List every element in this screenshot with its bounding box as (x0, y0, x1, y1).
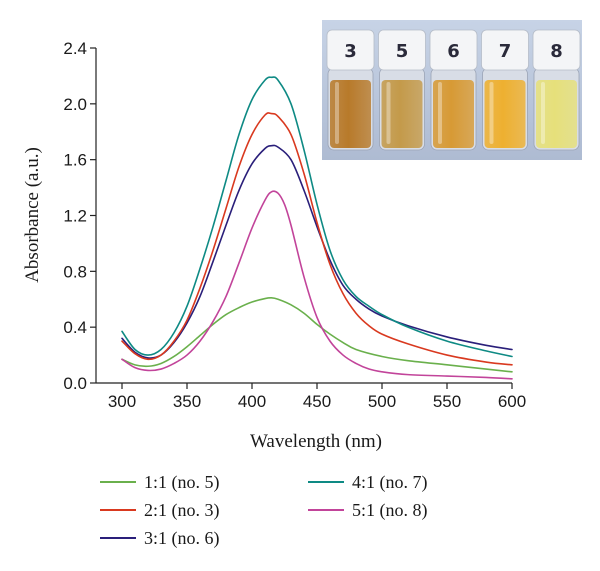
vial-liquid (484, 80, 526, 148)
x-tick-label: 300 (108, 392, 136, 411)
x-tick-label: 550 (433, 392, 461, 411)
vial-highlight (541, 82, 545, 144)
vial-label: 5 (396, 41, 409, 62)
series-line-3 (121, 144, 513, 359)
x-tick-label: 600 (498, 392, 526, 411)
series-line-5 (121, 190, 513, 380)
legend-item: 4:1 (no. 7) (308, 472, 428, 493)
vial-highlight (438, 82, 442, 144)
vial-liquid (536, 80, 577, 148)
vial-liquid (330, 80, 371, 148)
vial-label: 8 (550, 41, 563, 62)
x-tick-label: 400 (238, 392, 266, 411)
inset-photo: 3 5 6 7 8 (322, 20, 582, 160)
y-tick-label: 0.0 (63, 374, 87, 393)
vial-highlight (386, 82, 391, 144)
legend-item: 3:1 (no. 6) (100, 528, 220, 549)
vial-cap (378, 29, 426, 71)
y-tick-label: 2.0 (63, 95, 87, 114)
series-layer (121, 76, 513, 380)
y-tick-label: 2.4 (63, 39, 87, 58)
vial-8: 8 (532, 29, 581, 151)
vial-cap (326, 29, 375, 71)
vial-label: 6 (447, 41, 460, 62)
series-line-2 (121, 112, 513, 366)
y-tick-label: 0.4 (63, 318, 87, 337)
x-tick-label: 500 (368, 392, 396, 411)
vial-5: 5 (378, 29, 426, 151)
vial-cap (532, 29, 581, 71)
legend-label: 5:1 (no. 8) (352, 500, 428, 521)
vial-3: 3 (326, 29, 375, 151)
vial-cap (481, 29, 529, 71)
y-axis: 0.0 0.4 0.8 1.2 1.6 2.0 2.4 (63, 39, 97, 393)
x-tick-label: 450 (303, 392, 331, 411)
legend-label: 2:1 (no. 3) (144, 500, 220, 521)
x-axis-title: Wavelength (nm) (250, 431, 382, 452)
x-axis: 300 350 400 450 500 550 600 (96, 382, 526, 411)
vial-highlight (489, 82, 494, 144)
vial-liquid (433, 80, 474, 148)
x-tick-label: 350 (173, 392, 201, 411)
y-tick-label: 1.6 (63, 151, 87, 170)
vial-highlight (335, 82, 339, 144)
legend-label: 3:1 (no. 6) (144, 528, 220, 549)
vial-label: 7 (499, 41, 512, 62)
vial-7: 7 (481, 29, 529, 151)
vial-6: 6 (429, 29, 478, 151)
legend: 1:1 (no. 5) 2:1 (no. 3) 3:1 (no. 6) 4:1 (no… (100, 472, 428, 549)
series-line-1 (121, 297, 513, 373)
legend-label: 4:1 (no. 7) (352, 472, 428, 493)
legend-item: 2:1 (no. 3) (100, 500, 220, 521)
y-axis-title: Absorbance (a.u.) (22, 147, 43, 283)
y-tick-label: 1.2 (63, 207, 87, 226)
legend-item: 1:1 (no. 5) (100, 472, 220, 493)
vial-label: 3 (344, 41, 357, 62)
vial-liquid (381, 80, 423, 148)
legend-item: 5:1 (no. 8) (308, 500, 428, 521)
y-tick-label: 0.8 (63, 262, 87, 281)
vial-cap (429, 29, 478, 71)
legend-label: 1:1 (no. 5) (144, 472, 220, 493)
series-line-4 (121, 76, 513, 358)
